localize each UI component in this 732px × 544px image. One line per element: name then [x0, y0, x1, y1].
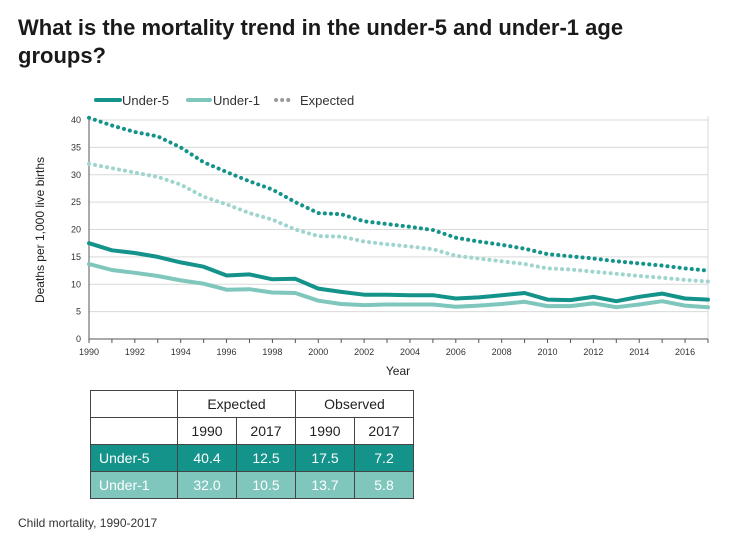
x-tick-label: 2012 — [583, 347, 603, 357]
x-tick-label: 2016 — [675, 347, 695, 357]
y-axis-label: Deaths per 1,000 live births — [33, 157, 47, 303]
x-tick-label: 2000 — [308, 347, 328, 357]
series-lines — [87, 115, 710, 310]
x-tick-label: 2014 — [629, 347, 649, 357]
table-year-header: 1990 — [295, 417, 355, 445]
series-line-under-5 — [87, 241, 710, 304]
series-line-under-1 — [87, 262, 710, 310]
line-chart: Under-5 Under-1 Expected 1990 1992 1994 199… — [33, 93, 710, 378]
x-tick-label: 2010 — [538, 347, 558, 357]
table-row-label: Under-5 — [90, 444, 178, 472]
table-header-expected: Expected — [177, 390, 296, 418]
x-tick-label: 1990 — [79, 347, 99, 357]
table-header-observed: Observed — [295, 390, 414, 418]
table-cell: 12.5 — [236, 444, 296, 472]
y-tick-label: 40 — [71, 115, 81, 125]
y-tick-label: 15 — [71, 252, 81, 262]
y-axis: 0 5 10 15 20 25 30 35 40 — [71, 115, 90, 344]
x-tick-label: 2008 — [492, 347, 512, 357]
legend-label-expected: Expected — [300, 93, 354, 108]
y-tick-label: 20 — [71, 225, 81, 235]
x-tick-label: 2004 — [400, 347, 420, 357]
table-year-header: 2017 — [236, 417, 296, 445]
table-corner-cell — [90, 390, 178, 418]
table-group-header-row: Expected Observed — [90, 390, 414, 418]
summary-table: Expected Observed 1990 2017 1990 2017 Un… — [90, 390, 414, 499]
y-tick-label: 0 — [76, 334, 81, 344]
y-tick-label: 30 — [71, 170, 81, 180]
legend-label-under-5: Under-5 — [122, 93, 169, 108]
chart-caption: Child mortality, 1990-2017 — [18, 516, 158, 530]
x-tick-label: 2002 — [354, 347, 374, 357]
table-corner-cell — [90, 417, 178, 445]
series-line-expected-under-5 — [87, 115, 710, 273]
table-cell: 5.8 — [354, 471, 414, 499]
table-year-header: 1990 — [177, 417, 237, 445]
table-row-under-5: Under-5 40.4 12.5 17.5 7.2 — [90, 444, 414, 472]
table-year-header: 2017 — [354, 417, 414, 445]
grid-lines — [89, 116, 709, 339]
x-tick-label: 1996 — [217, 347, 237, 357]
x-tick-label: 2006 — [446, 347, 466, 357]
table-year-header-row: 1990 2017 1990 2017 — [90, 417, 414, 445]
x-tick-label: 1994 — [171, 347, 191, 357]
series-line-expected-under-1 — [87, 161, 710, 284]
table-row-under-1: Under-1 32.0 10.5 13.7 5.8 — [90, 471, 414, 499]
legend: Under-5 Under-1 Expected — [94, 93, 354, 108]
table-cell: 10.5 — [236, 471, 296, 499]
y-tick-label: 35 — [71, 142, 81, 152]
table-cell: 7.2 — [354, 444, 414, 472]
x-axis-label: Year — [386, 364, 410, 378]
y-tick-label: 10 — [71, 279, 81, 289]
page-title: What is the mortality trend in the under… — [18, 15, 624, 68]
x-tick-label: 1992 — [125, 347, 145, 357]
y-tick-label: 5 — [76, 307, 81, 317]
table-cell: 32.0 — [177, 471, 237, 499]
table-cell: 40.4 — [177, 444, 237, 472]
y-tick-label: 25 — [71, 197, 81, 207]
table-cell: 13.7 — [295, 471, 355, 499]
table-row-label: Under-1 — [90, 471, 178, 499]
legend-label-under-1: Under-1 — [213, 93, 260, 108]
x-tick-label: 1998 — [262, 347, 282, 357]
x-axis: 1990 1992 1994 1996 1998 2000 2002 2004 2006 2008… — [79, 338, 709, 357]
table-cell: 17.5 — [295, 444, 355, 472]
